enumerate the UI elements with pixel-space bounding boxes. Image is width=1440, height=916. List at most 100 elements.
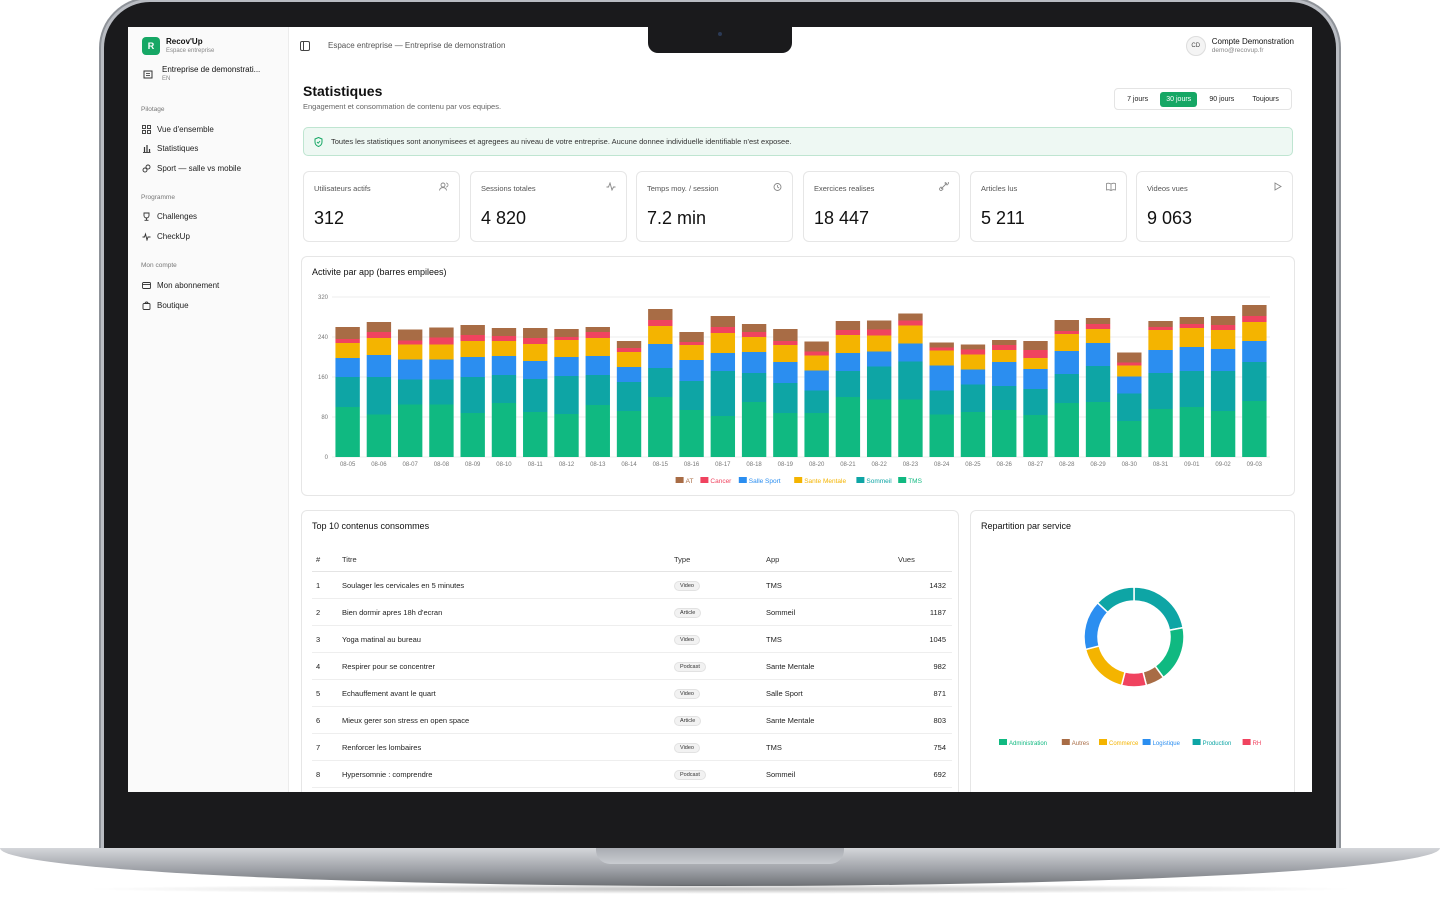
bar-segment [1179,328,1205,347]
row-views: 692 [897,760,952,788]
row-app: Sommeil [765,760,897,788]
card-icon [141,280,151,290]
table-row[interactable]: 5 Echauffement avant le quart Video Salle S… [312,679,952,707]
bar-segment [335,407,360,457]
row-rank: 8 [312,760,341,788]
table-row[interactable]: 2 Bien dormir apres 18h d'ecran Article Som… [312,598,952,626]
table-row[interactable]: 4 Respirer pour se concentrer Podcast Sante… [312,652,952,680]
period-90-days[interactable]: 90 jours [1209,95,1235,103]
bar-segment [1117,352,1142,363]
top-contents-table: # Titre Type App Vues 1 Soulager les cerv… [312,547,952,792]
kpi-card-exercises: Exercices realises 18 447 [803,171,960,242]
bar-segment [835,335,861,353]
period-all[interactable]: Toujours [1252,95,1279,103]
type-badge: Article [674,607,702,618]
sidebar-item-checkup[interactable]: CheckUp [141,231,190,241]
bar-segment [1117,421,1142,457]
period-30-days[interactable]: 30 jours [1160,91,1198,107]
sidebar-item-subscription[interactable]: Mon abonnement [141,280,219,290]
users-icon [439,182,449,193]
bar-segment [460,377,485,413]
bar-segment [523,338,548,344]
kpi-card-videos: Videos vues 9 063 [1136,171,1293,242]
sidebar-toggle-icon[interactable] [300,41,310,51]
bar-segment [554,329,579,337]
bar-segment [835,353,861,371]
bar-segment [397,344,423,360]
bar-segment [866,366,892,400]
bar-segment [1148,350,1173,373]
legend-swatch [1099,739,1107,745]
x-tick-label: 08-09 [465,462,481,468]
play-icon [1273,182,1282,193]
bar-segment [648,309,673,320]
kpi-value: 18 447 [814,208,870,228]
table-row[interactable]: 9Reprendre le sport apres 40 ansArticleS… [312,787,952,792]
bar-segment [773,345,798,362]
bar-segment [616,411,642,457]
kpi-card-active-users: Utilisateurs actifs 312 [303,171,460,242]
company-switcher[interactable]: Entreprise de demonstrati... EN [142,65,278,83]
x-tick-label: 08-14 [621,462,637,468]
bar-segment [1242,341,1267,362]
legend-label: Sommeil [866,478,892,485]
table-row[interactable]: 1 Soulager les cervicales en 5 minutes Vid… [312,571,952,599]
sidebar: R Recov'Up Espace entreprise Entreprise … [128,27,289,792]
table-row[interactable]: 8 Hypersomnie : comprendre Podcast Sommeil 6… [312,760,952,788]
bar-segment [460,325,485,335]
type-badge: Podcast [674,769,706,780]
bar-segment [491,356,517,375]
bar-segment [523,379,548,412]
kpi-value: 4 820 [481,208,527,228]
user-menu[interactable]: CD Compte Demonstration demo@recovup.fr [1185,36,1294,56]
bar-segment [835,321,861,330]
bar-segment [929,365,954,391]
row-type: Podcast [673,652,765,680]
period-7-days[interactable]: 7 jours [1127,95,1149,103]
row-rank: 7 [312,733,341,761]
privacy-notice: Toutes les statistiques sont anonymisees… [303,127,1293,156]
brand[interactable]: R Recov'Up Espace entreprise [142,37,214,55]
bar-segment [366,322,392,332]
row-rank: 9 [312,787,341,792]
sidebar-item-statistics[interactable]: Statistiques [141,143,198,153]
bar-segment [741,352,767,373]
row-type: Article [673,706,765,734]
table-row[interactable]: 6 Mieux gerer son stress en open space Art… [312,706,952,734]
column-header-type[interactable]: Type [673,547,765,572]
row-title: Respirer pour se concentrer [341,652,673,680]
laptop-base-notch [596,848,844,864]
column-header-title[interactable]: Titre [341,547,673,572]
sidebar-item-overview[interactable]: Vue d'ensemble [141,124,214,134]
bar-segment [397,359,423,380]
x-tick-label: 08-15 [653,462,669,468]
x-tick-label: 09-01 [1184,462,1200,468]
legend-swatch [1192,739,1201,745]
bar-segment [1179,371,1205,407]
bar-segment [616,348,642,352]
bar-segment [554,337,579,340]
bar-segment [585,375,610,405]
bar-segment [616,352,642,367]
row-title: Echauffement avant le quart [341,679,673,707]
table-row[interactable]: 3 Yoga matinal au bureau Video TMS 1045 [312,625,952,653]
bag-icon [141,300,151,310]
bar-segment [898,313,923,321]
bar-segment [429,359,454,380]
bar-segment [1085,329,1111,343]
bar-segment [1242,362,1267,401]
column-header-views[interactable]: Vues [897,547,952,572]
bar-segment [585,332,610,338]
row-title: Hypersomnie : comprendre [341,760,673,788]
donut-slice [1154,626,1185,679]
bar-segment [835,397,861,457]
legend-swatch [1142,739,1151,745]
column-header-app[interactable]: App [765,547,897,572]
bar-segment [1085,324,1111,329]
bar-segment [397,379,423,405]
sidebar-item-sport[interactable]: Sport — salle vs mobile [141,163,241,173]
table-row[interactable]: 7 Renforcer les lombaires Video TMS 754 [312,733,952,761]
sidebar-item-shop[interactable]: Boutique [141,300,189,310]
bar-segment [773,413,798,457]
sidebar-item-challenges[interactable]: Challenges [141,211,197,221]
